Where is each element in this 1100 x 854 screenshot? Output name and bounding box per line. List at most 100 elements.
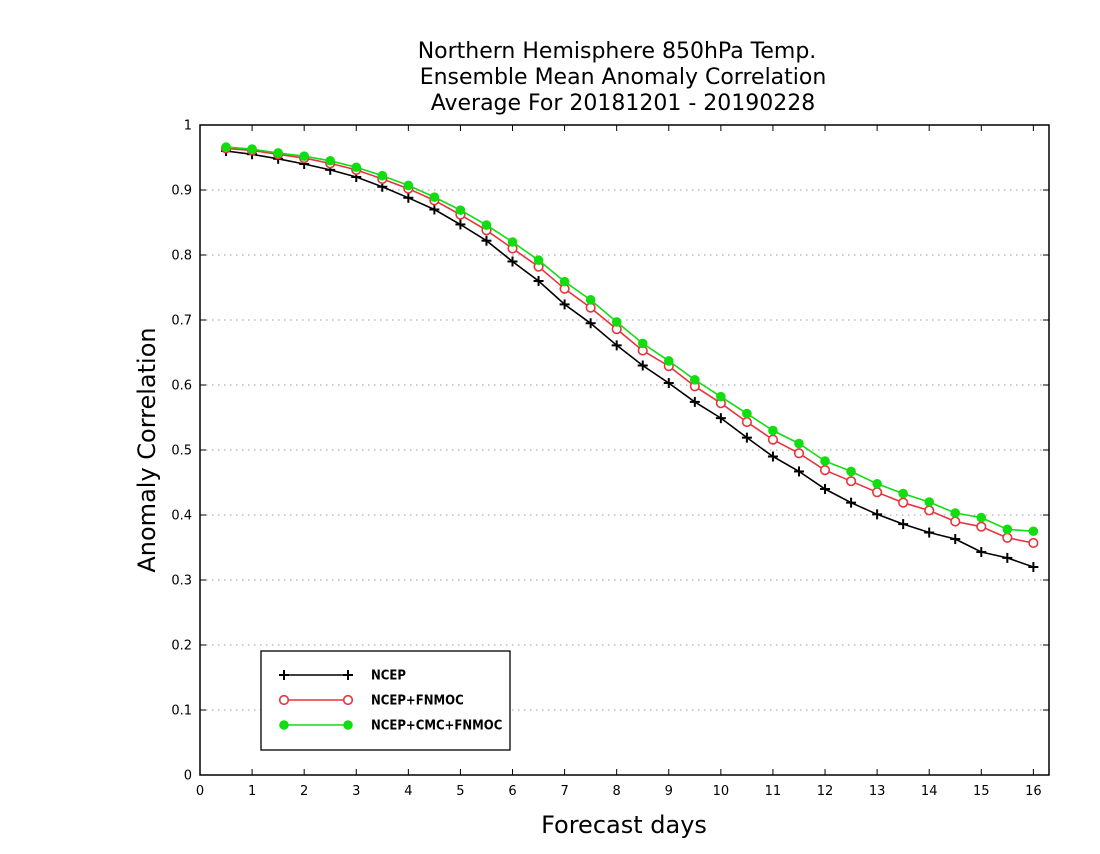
data-point <box>481 235 492 246</box>
data-point <box>924 497 935 507</box>
data-point <box>845 476 857 487</box>
data-point <box>976 512 987 523</box>
data-point <box>924 527 935 538</box>
series-ncep <box>221 146 1039 572</box>
x-tick-label: 16 <box>1025 784 1042 799</box>
data-point <box>898 497 909 508</box>
series-layer <box>220 142 1039 572</box>
data-point <box>793 466 804 477</box>
x-axis-label: Forecast days <box>541 811 707 839</box>
x-tick-label: 9 <box>665 784 673 799</box>
y-tick-label: 0.9 <box>171 184 192 199</box>
data-point <box>637 360 648 371</box>
x-tick-label: 7 <box>560 784 568 799</box>
data-point <box>767 434 779 445</box>
data-point <box>819 465 831 476</box>
series-ncep-fnmoc <box>220 143 1039 549</box>
data-point <box>585 318 596 329</box>
data-point <box>768 425 778 436</box>
data-point <box>429 204 440 215</box>
data-point <box>455 219 466 230</box>
data-point <box>299 151 309 161</box>
y-axis-label: Anomaly Correlation <box>133 327 161 572</box>
data-point <box>794 438 804 449</box>
data-point <box>611 340 622 351</box>
legend-item: NCEP <box>279 669 406 684</box>
data-point <box>716 391 726 402</box>
y-tick-label: 0 <box>184 769 192 784</box>
data-point <box>767 451 778 462</box>
title-line-1: Northern Hemisphere 850hPa Temp. <box>418 39 817 64</box>
data-point <box>924 505 935 516</box>
data-point <box>1028 562 1039 572</box>
data-point <box>221 142 231 152</box>
data-point <box>690 375 700 385</box>
data-point <box>559 299 570 310</box>
y-tick-label: 0.7 <box>171 314 192 329</box>
y-tick-label: 0.5 <box>171 444 192 459</box>
data-point <box>507 237 518 247</box>
data-point <box>950 508 961 518</box>
data-point <box>950 534 961 545</box>
x-tick-label: 11 <box>765 784 782 799</box>
data-point <box>976 547 987 558</box>
data-point <box>1002 532 1013 543</box>
x-tick-label: 12 <box>817 784 834 799</box>
x-tick-label: 1 <box>248 784 256 799</box>
legend-item: NCEP+CMC+FNMOC <box>279 719 502 734</box>
data-point <box>533 255 544 265</box>
data-point <box>898 488 908 499</box>
y-tick-label: 1 <box>184 119 192 134</box>
data-point <box>481 220 492 230</box>
data-point <box>247 144 257 154</box>
y-tick-label: 0.4 <box>171 509 192 524</box>
legend-marker <box>342 694 354 706</box>
data-point <box>1002 552 1013 563</box>
data-point <box>1028 537 1039 549</box>
data-point <box>533 276 544 286</box>
data-point <box>950 516 961 527</box>
data-point <box>377 170 388 181</box>
data-point <box>872 509 883 520</box>
data-point <box>1002 524 1013 535</box>
data-point <box>559 276 570 287</box>
x-tick-label: 2 <box>300 784 308 799</box>
data-point <box>898 519 909 530</box>
series-ncep-cmc-fnmoc <box>221 142 1039 537</box>
legend-label: NCEP+FNMOC <box>371 694 464 709</box>
data-point <box>611 317 622 327</box>
data-point <box>637 338 648 349</box>
data-point <box>273 148 283 158</box>
x-tick-label: 5 <box>456 784 464 799</box>
x-tick-label: 10 <box>713 784 730 799</box>
title-line-3: Average For 20181201 - 20190228 <box>431 91 816 116</box>
title-line-2: Ensemble Mean Anomaly Correlation <box>420 65 827 90</box>
legend-item: NCEP+FNMOC <box>278 694 464 709</box>
data-point <box>846 466 856 477</box>
data-point <box>872 479 882 489</box>
data-point <box>976 521 987 532</box>
legend-marker <box>279 720 289 730</box>
data-point <box>585 295 596 305</box>
y-tick-label: 0.6 <box>171 379 192 394</box>
legend-marker <box>343 670 353 680</box>
data-point <box>403 180 414 191</box>
data-point <box>793 448 805 459</box>
data-point <box>455 205 466 215</box>
data-point <box>846 497 857 508</box>
legend-label: NCEP <box>371 669 406 684</box>
legend-label: NCEP+CMC+FNMOC <box>371 719 502 734</box>
legend: NCEP NCEP+FNMOC NCEP+CMC+FNMOC <box>260 650 511 751</box>
chart-title: Northern Hemisphere 850hPa Temp. Ensembl… <box>418 39 827 116</box>
legend-marker <box>279 670 289 680</box>
data-point <box>820 484 831 494</box>
data-point <box>663 378 674 389</box>
data-point <box>507 256 518 267</box>
x-tick-label: 6 <box>508 784 516 799</box>
x-tick-label: 8 <box>613 784 621 799</box>
data-point <box>325 155 336 166</box>
data-point <box>741 432 752 443</box>
x-tick-label: 13 <box>869 784 886 799</box>
